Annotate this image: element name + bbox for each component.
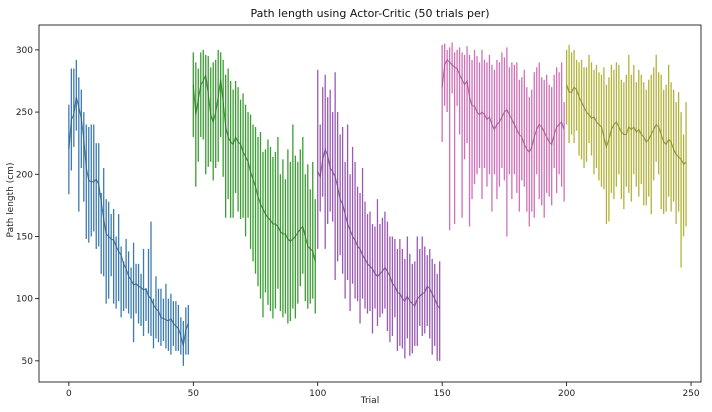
y-tick-label: 300 <box>16 46 33 56</box>
series-4 <box>441 42 565 237</box>
y-tick-label: 250 <box>16 108 33 118</box>
mean-line <box>441 58 565 153</box>
x-axis-label: Trial <box>360 396 379 406</box>
series-1 <box>68 59 189 366</box>
y-tick-label: 200 <box>16 170 33 180</box>
x-tick-label: 50 <box>188 389 200 399</box>
mean-line <box>68 96 189 347</box>
series-3 <box>317 69 441 361</box>
y-tick-label: 150 <box>16 232 33 242</box>
mean-line <box>566 84 687 166</box>
axis-ticks: 0 50 100 150 200 250 50 100 150 200 250 300 <box>16 46 700 399</box>
mean-line <box>317 147 441 309</box>
y-tick-label: 50 <box>22 357 34 367</box>
x-tick-label: 0 <box>66 389 72 399</box>
y-axis-label: Path length (cm) <box>6 163 16 238</box>
x-tick-label: 100 <box>309 389 326 399</box>
chart-title: Path length using Actor-Critic (50 trial… <box>250 7 489 20</box>
mean-line <box>192 74 316 262</box>
series-5 <box>565 44 687 268</box>
x-tick-label: 250 <box>682 389 699 399</box>
x-tick-label: 150 <box>434 389 451 399</box>
axes-frame <box>38 24 702 383</box>
y-tick-label: 100 <box>16 295 33 305</box>
series-2 <box>192 49 316 324</box>
x-tick-label: 200 <box>558 389 575 399</box>
plot-area <box>68 42 687 366</box>
